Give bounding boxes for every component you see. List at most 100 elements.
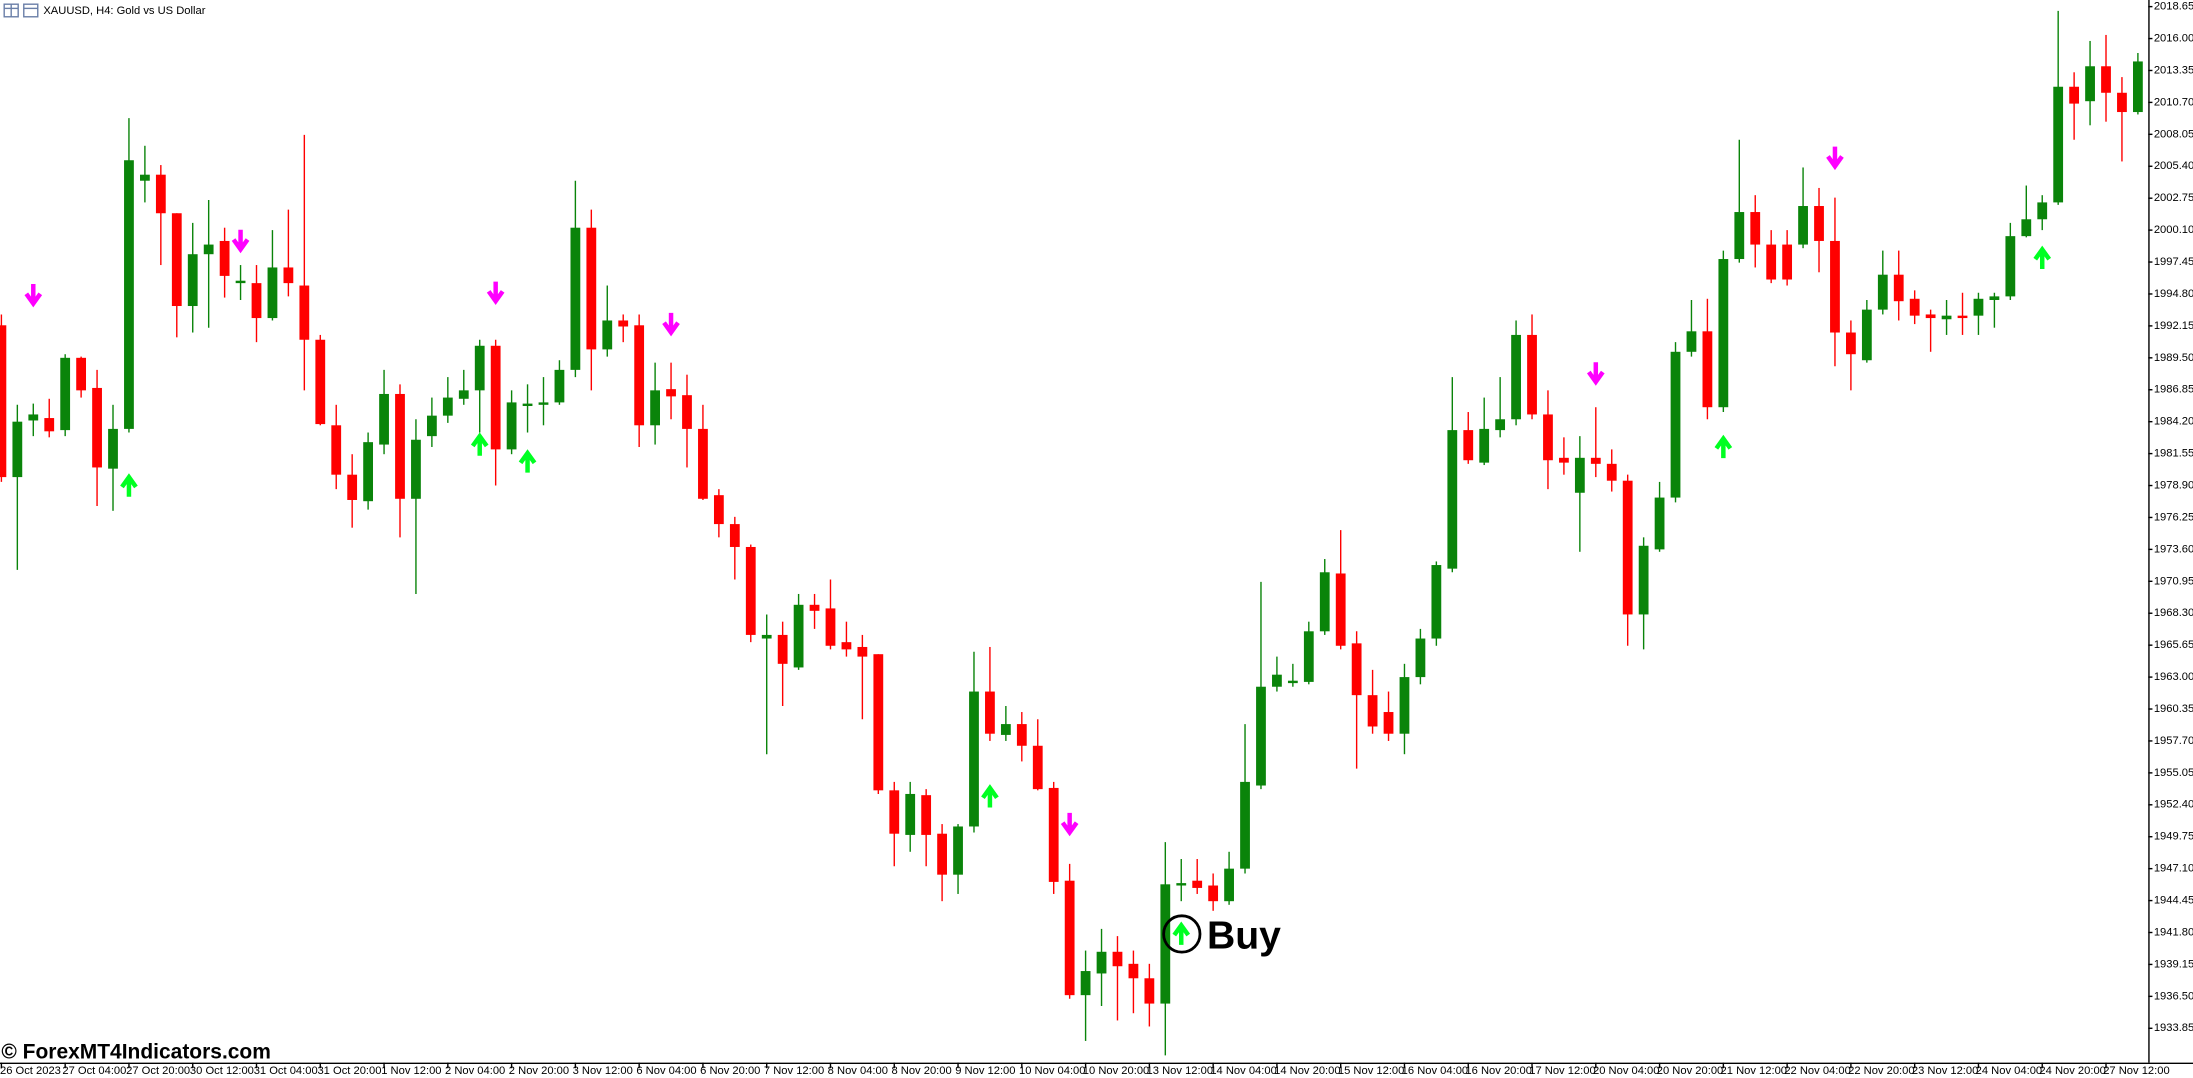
candle-body <box>1973 298 1984 316</box>
x-tick-label: 8 Nov 04:00 <box>828 1065 888 1077</box>
y-tick-label: 1952.40 <box>2154 799 2193 811</box>
candles <box>0 10 2143 1056</box>
candle-body <box>1415 638 1426 678</box>
sell-arrow <box>1826 146 1844 171</box>
y-tick-label: 2013.35 <box>2154 64 2193 76</box>
candle-body <box>825 608 836 646</box>
candle-body <box>522 403 533 407</box>
y-tick-label: 1947.10 <box>2154 863 2193 875</box>
y-tick-label: 1997.45 <box>2154 256 2193 268</box>
candle-body <box>171 213 182 307</box>
y-tick-label: 1992.15 <box>2154 320 2193 332</box>
candle-body <box>1208 885 1219 902</box>
candle-body <box>12 421 23 478</box>
x-tick-label: 3 Nov 12:00 <box>573 1065 633 1077</box>
candle-body <box>1240 781 1250 869</box>
y-tick-label: 1955.05 <box>2154 767 2193 779</box>
candle-body <box>857 646 868 657</box>
x-tick-label: 31 Oct 20:00 <box>317 1065 381 1077</box>
x-tick-label: 21 Nov 12:00 <box>1721 1065 1787 1077</box>
candle-body <box>1303 631 1314 682</box>
candle-body <box>1670 351 1681 498</box>
x-tick-label: 6 Nov 20:00 <box>700 1065 760 1077</box>
candle-body <box>793 604 804 668</box>
y-tick-label: 2000.10 <box>2154 224 2193 236</box>
candle-body <box>1606 463 1617 481</box>
x-tick-label: 10 Nov 20:00 <box>1083 1065 1149 1077</box>
y-tick-label: 2010.70 <box>2154 96 2193 108</box>
candle-body <box>1559 457 1569 463</box>
x-tick-label: 13 Nov 12:00 <box>1147 1065 1213 1077</box>
candle-body <box>618 320 629 327</box>
buy-circle <box>1162 914 1202 954</box>
candle-body <box>506 402 517 450</box>
candle-body <box>1431 565 1442 639</box>
buy-arrow <box>120 473 138 497</box>
candle-body <box>538 402 549 405</box>
candle-body <box>203 244 214 255</box>
candle-body <box>634 325 645 426</box>
x-tick-label: 14 Nov 04:00 <box>1210 1065 1276 1077</box>
candle-body <box>1830 240 1840 333</box>
candle-body <box>1734 212 1745 260</box>
x-tick-label: 10 Nov 04:00 <box>1019 1065 1085 1077</box>
candle-body <box>219 240 230 276</box>
candle-body <box>1893 274 1904 302</box>
candle-body <box>1798 206 1808 245</box>
candle-body <box>2037 202 2048 220</box>
x-tick-label: 15 Nov 12:00 <box>1338 1065 1404 1077</box>
candle-body <box>1463 430 1474 461</box>
candle-body <box>267 267 278 319</box>
x-tick-label: 27 Oct 04:00 <box>62 1065 126 1077</box>
chart-title: XAUUSD, H4: Gold vs US Dollar <box>43 5 205 17</box>
y-tick-label: 2016.00 <box>2154 33 2193 45</box>
candle-body <box>1447 430 1458 569</box>
candle-body <box>251 283 262 319</box>
candle-body <box>1702 331 1713 408</box>
candle-body <box>1750 212 1761 245</box>
y-tick-label: 1986.85 <box>2154 384 2193 396</box>
buy-arrow <box>1172 921 1191 945</box>
candle-body <box>28 414 39 421</box>
candle-body <box>841 642 852 650</box>
candle-body <box>729 524 740 547</box>
y-tick-label: 1957.70 <box>2154 735 2193 747</box>
candle-body <box>108 428 118 469</box>
candle-body <box>155 174 166 214</box>
candle-body <box>1909 298 1920 316</box>
buy-arrow <box>981 784 999 808</box>
candle-body <box>363 442 374 502</box>
buy-arrow <box>518 449 537 473</box>
candle-body <box>474 345 485 391</box>
x-tick-label: 27 Nov 12:00 <box>2103 1065 2169 1077</box>
y-tick-label: 1984.20 <box>2154 416 2193 428</box>
candle-body <box>873 654 884 791</box>
candle-body <box>426 415 437 437</box>
candle-body <box>1989 296 2000 300</box>
x-tick-label: 1 Nov 12:00 <box>381 1065 441 1077</box>
candle-body <box>347 474 358 500</box>
x-tick-label: 27 Oct 20:00 <box>126 1065 190 1077</box>
candle-body <box>1128 963 1139 979</box>
sell-arrow <box>231 229 250 254</box>
candle-body <box>1399 677 1410 734</box>
x-tick-label: 22 Nov 04:00 <box>1784 1065 1850 1077</box>
y-tick-label: 2018.65 <box>2154 1 2193 13</box>
candle-body <box>1272 674 1282 687</box>
x-tick-label: 16 Nov 20:00 <box>1465 1065 1531 1077</box>
candle-body <box>985 691 995 734</box>
candle-body <box>666 389 676 397</box>
sell-arrow <box>662 312 680 337</box>
candle-body <box>1495 419 1506 431</box>
candle-body <box>44 418 55 432</box>
candle-body <box>124 160 134 429</box>
candle-body <box>1335 573 1346 646</box>
candle-body <box>1877 274 1888 310</box>
candle-body <box>777 634 788 664</box>
y-tick-label: 2005.40 <box>2154 160 2193 172</box>
y-tick-label: 1978.90 <box>2154 479 2193 491</box>
x-tick-label: 20 Nov 04:00 <box>1593 1065 1659 1077</box>
x-tick-label: 24 Nov 20:00 <box>2039 1065 2105 1077</box>
